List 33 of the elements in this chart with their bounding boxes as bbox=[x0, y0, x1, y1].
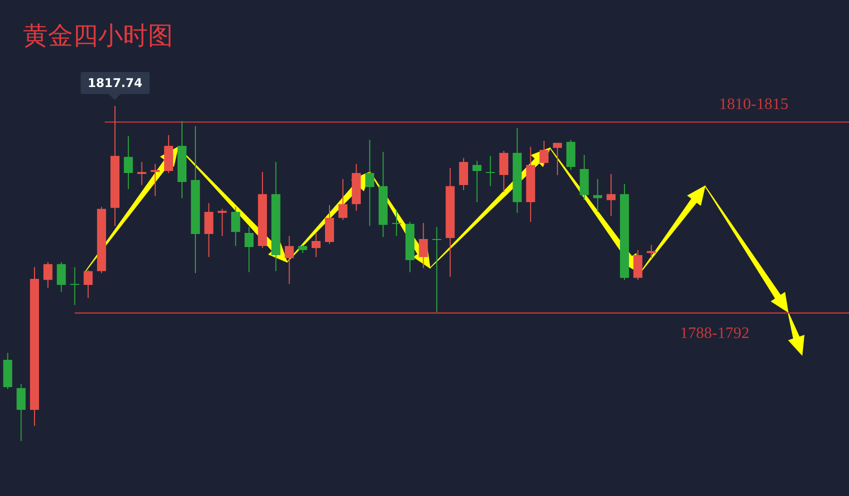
candlestick bbox=[392, 209, 402, 236]
candlestick bbox=[418, 222, 428, 269]
candlestick bbox=[43, 262, 52, 288]
candlestick bbox=[633, 250, 642, 280]
candlestick bbox=[646, 244, 656, 259]
candlestick bbox=[284, 235, 294, 284]
candlestick bbox=[432, 226, 442, 313]
candlestick bbox=[486, 155, 495, 187]
annotation: 1788-1792 bbox=[680, 325, 750, 344]
candlestick bbox=[459, 157, 468, 191]
candlestick bbox=[499, 150, 508, 193]
candlestick bbox=[84, 270, 93, 298]
candlestick bbox=[365, 139, 374, 226]
candlestick bbox=[244, 226, 254, 273]
candlestick bbox=[150, 163, 160, 197]
candlestick bbox=[16, 384, 26, 442]
candlestick bbox=[472, 160, 482, 203]
annotation: 1817.74 bbox=[80, 72, 150, 94]
candlestick bbox=[312, 232, 321, 258]
candlestick bbox=[540, 140, 549, 166]
candlestick bbox=[70, 266, 80, 306]
candlestick bbox=[231, 206, 240, 247]
candlestick bbox=[56, 262, 66, 292]
chart-title: 黄金四小时图 bbox=[23, 21, 173, 50]
candlestick bbox=[593, 178, 602, 212]
candlestick bbox=[218, 208, 227, 236]
candlestick bbox=[338, 178, 348, 220]
candlestick bbox=[552, 142, 562, 176]
annotation: 1810-1815 bbox=[719, 96, 788, 114]
candlestick bbox=[124, 136, 133, 190]
candlestick bbox=[137, 161, 146, 186]
candlestick bbox=[606, 174, 616, 216]
candlestick bbox=[204, 202, 214, 258]
